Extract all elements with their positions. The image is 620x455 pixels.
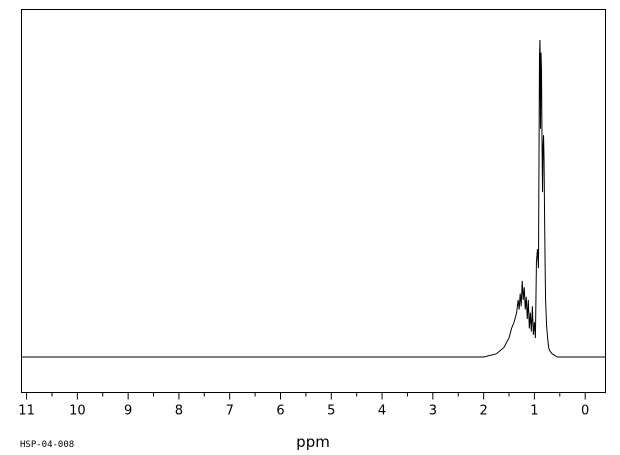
tick-label: 3 — [429, 404, 437, 419]
plot-frame — [21, 9, 606, 393]
tick-label: 0 — [581, 404, 589, 419]
tick-label: 11 — [18, 404, 35, 419]
tick-label: 6 — [276, 404, 284, 419]
tick-label: 4 — [378, 404, 386, 419]
tick-label: 8 — [175, 404, 183, 419]
tick-label: 9 — [124, 404, 132, 419]
tick-label: 7 — [226, 404, 234, 419]
x-axis-tick-labels: 11 10 9 8 7 6 5 4 3 2 1 0 — [18, 404, 589, 419]
sample-id-label: HSP-04-008 — [20, 440, 74, 450]
tick-label: 5 — [327, 404, 335, 419]
spectrum-trace — [21, 39, 606, 358]
tick-label: 2 — [479, 404, 487, 419]
tick-label: 1 — [530, 404, 538, 419]
x-axis-title: ppm — [296, 433, 330, 451]
tick-label: 10 — [69, 404, 86, 419]
x-axis-ticks — [26, 392, 586, 400]
